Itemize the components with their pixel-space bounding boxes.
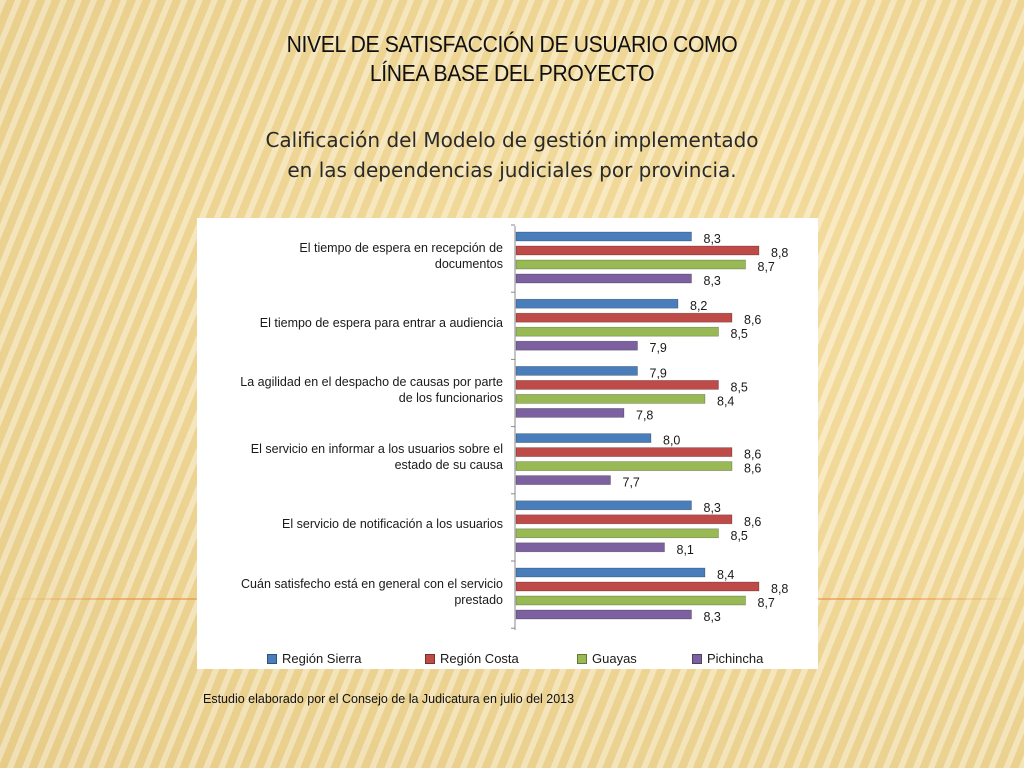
legend-item-4: Pichincha	[692, 651, 763, 666]
bar-1-4	[515, 433, 652, 443]
bar-3-2	[515, 326, 719, 337]
category-label-line: El tiempo de espera para entrar a audien…	[259, 315, 503, 330]
bar-4-1	[515, 273, 692, 284]
category-label-line: El servicio de notificación a los usuari…	[282, 517, 503, 532]
bar-4-2	[515, 340, 638, 351]
bar-3-5	[515, 528, 719, 539]
legend-label: Región Costa	[440, 651, 519, 666]
data-label-1-1: 8,3	[704, 232, 721, 246]
data-label-3-2: 8,5	[731, 327, 748, 341]
legend-item-2: Región Costa	[425, 651, 519, 666]
legend-label: Pichincha	[707, 651, 764, 666]
title-line-1: NIVEL DE SATISFACCIÓN DE USUARIO COMO	[286, 31, 738, 57]
data-label-4-5: 8,1	[677, 543, 694, 557]
bar-1-5	[515, 500, 692, 511]
data-label-1-3: 7,9	[650, 366, 667, 380]
category-label-3: La agilidad en el despacho de causas por…	[203, 374, 503, 406]
category-label-line: estado de su causa	[394, 458, 503, 473]
bar-2-3	[515, 380, 719, 390]
bar-1-3	[515, 366, 638, 376]
bar-2-5	[515, 514, 733, 525]
data-label-1-4: 8,0	[663, 434, 680, 448]
category-label-1: El tiempo de espera en recepción de docum…	[203, 240, 503, 272]
data-label-3-5: 8,5	[731, 529, 748, 543]
legend-label: Región Sierra	[282, 651, 362, 666]
data-label-3-6: 8,7	[758, 596, 775, 610]
category-label-line: El tiempo de espera en recepción de	[299, 240, 503, 255]
bar-2-6	[515, 581, 760, 592]
data-label-1-5: 8,3	[704, 501, 721, 515]
bar-1-1	[515, 231, 692, 242]
bar-4-5	[515, 542, 665, 553]
bar-4-3	[515, 408, 625, 418]
data-label-2-3: 8,5	[731, 380, 748, 394]
legend-swatch	[577, 653, 587, 664]
bar-3-1	[515, 259, 746, 270]
legend-item-3: Guayas	[577, 651, 637, 666]
bar-chart: 8,3 8,8 8,7 8,3 8,2 8,6 8,5 7,9 7,9 8,5 8,4 7,8 8,0 8…	[197, 218, 818, 669]
data-label-2-4: 8,6	[744, 448, 761, 462]
bar-1-6	[515, 567, 706, 578]
data-label-4-2: 7,9	[650, 341, 667, 355]
source-footnote: Estudio elaborado por el Consejo de la J…	[203, 692, 575, 706]
data-label-2-1: 8,8	[771, 246, 788, 260]
category-label-line: La agilidad en el despacho de causas por…	[240, 374, 503, 389]
bar-1-2	[515, 298, 679, 309]
subtitle-line-1: Calificación del Modelo de gestión imple…	[265, 128, 759, 152]
bar-2-2	[515, 312, 733, 323]
data-label-2-2: 8,6	[744, 313, 761, 327]
data-label-3-1: 8,7	[758, 260, 775, 274]
bar-3-3	[515, 394, 706, 404]
bar-2-4	[515, 447, 733, 457]
category-label-line: Cuán satisfecho está en general con el s…	[241, 576, 503, 591]
legend-swatch	[692, 653, 702, 664]
data-label-4-3: 7,8	[636, 408, 653, 422]
category-label-line: prestado	[454, 592, 503, 607]
category-label-4: El servicio en informar a los usuarios s…	[203, 441, 503, 473]
category-label-5: El servicio de notificación a los usuari…	[203, 516, 503, 532]
legend-swatch	[267, 653, 277, 664]
data-label-4-6: 8,3	[704, 610, 721, 624]
category-label-6: Cuán satisfecho está en general con el s…	[203, 576, 503, 608]
legend-label: Guayas	[592, 651, 637, 666]
chart-plot-area: 8,38,88,78,38,28,68,57,97,98,58,47,88,08…	[511, 224, 788, 630]
data-label-4-1: 8,3	[704, 274, 721, 288]
chart-subtitle: Calificación del Modelo de gestión imple…	[0, 125, 1024, 185]
category-label-2: El tiempo de espera para entrar a audien…	[203, 315, 503, 331]
category-label-line: de los funcionarios	[398, 390, 503, 405]
data-label-2-5: 8,6	[744, 515, 761, 529]
bar-4-6	[515, 609, 692, 620]
bar-3-6	[515, 595, 746, 606]
data-label-4-4: 7,7	[623, 476, 640, 490]
chart-legend: Región Sierra Región Costa Guayas Pichincha	[267, 651, 807, 667]
legend-swatch	[425, 653, 435, 664]
bar-3-4	[515, 461, 733, 471]
title-line-2: LÍNEA BASE DEL PROYECTO	[369, 60, 655, 86]
data-label-3-3: 8,4	[717, 394, 734, 408]
category-label-line: El servicio en informar a los usuarios s…	[250, 442, 503, 457]
data-label-3-4: 8,6	[744, 462, 761, 476]
data-label-1-6: 8,4	[717, 568, 734, 582]
data-label-2-6: 8,8	[771, 582, 788, 596]
slide-title: NIVEL DE SATISFACCIÓN DE USUARIO COMO LÍ…	[41, 30, 983, 88]
data-label-1-2: 8,2	[690, 299, 707, 313]
bar-2-1	[515, 245, 760, 256]
category-label-line: documentos	[434, 256, 503, 271]
legend-item-1: Región Sierra	[267, 651, 362, 666]
subtitle-line-2: en las dependencias judiciales por provi…	[287, 158, 737, 182]
bar-4-4	[515, 475, 611, 485]
